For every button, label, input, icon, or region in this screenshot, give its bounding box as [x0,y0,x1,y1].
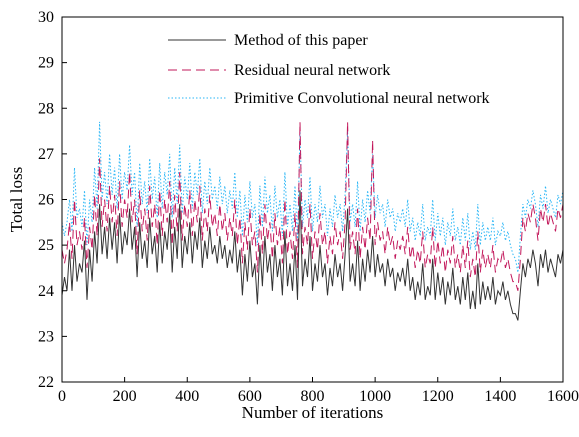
y-tick-label: 24 [38,283,54,300]
y-tick-label: 25 [38,237,54,254]
legend: Method of this paper Residual neural net… [168,32,490,107]
x-tick-label: 1600 [547,388,579,405]
series-line-method-of-this-paper [61,190,564,321]
x-tick-label: 0 [58,388,66,405]
x-tick-label: 600 [238,388,262,405]
y-tick-label: 27 [38,146,54,163]
legend-label-residual-neural-network: Residual neural network [234,62,390,79]
y-axis-title: Total loss [7,167,26,232]
y-tick-label: 22 [38,374,54,391]
y-tick-label: 26 [38,192,54,209]
x-tick-label: 400 [175,388,199,405]
x-tick-label: 1200 [422,388,454,405]
series-line-primitive-convolutional-neural-network [61,121,564,273]
series-layer [61,121,564,321]
x-tick-label: 1400 [484,388,516,405]
x-axis-title: Number of iterations [242,403,384,422]
x-tick-label: 800 [301,388,325,405]
legend-label-method-of-this-paper: Method of this paper [234,32,368,49]
series-line-residual-neural-network [61,121,564,291]
x-tick-label: 200 [113,388,137,405]
y-tick-label: 30 [38,9,54,26]
legend-label-primitive-cnn: Primitive Convolutional neural network [234,90,490,107]
x-tick-label: 1000 [359,388,391,405]
y-tick-label: 23 [38,328,54,345]
tick-layer: 0 200 400 600 800 1000 1200 1400 1600 22 23 24 25 26 2… [38,9,579,405]
y-tick-label: 29 [38,55,54,72]
y-tick-label: 28 [38,100,54,117]
